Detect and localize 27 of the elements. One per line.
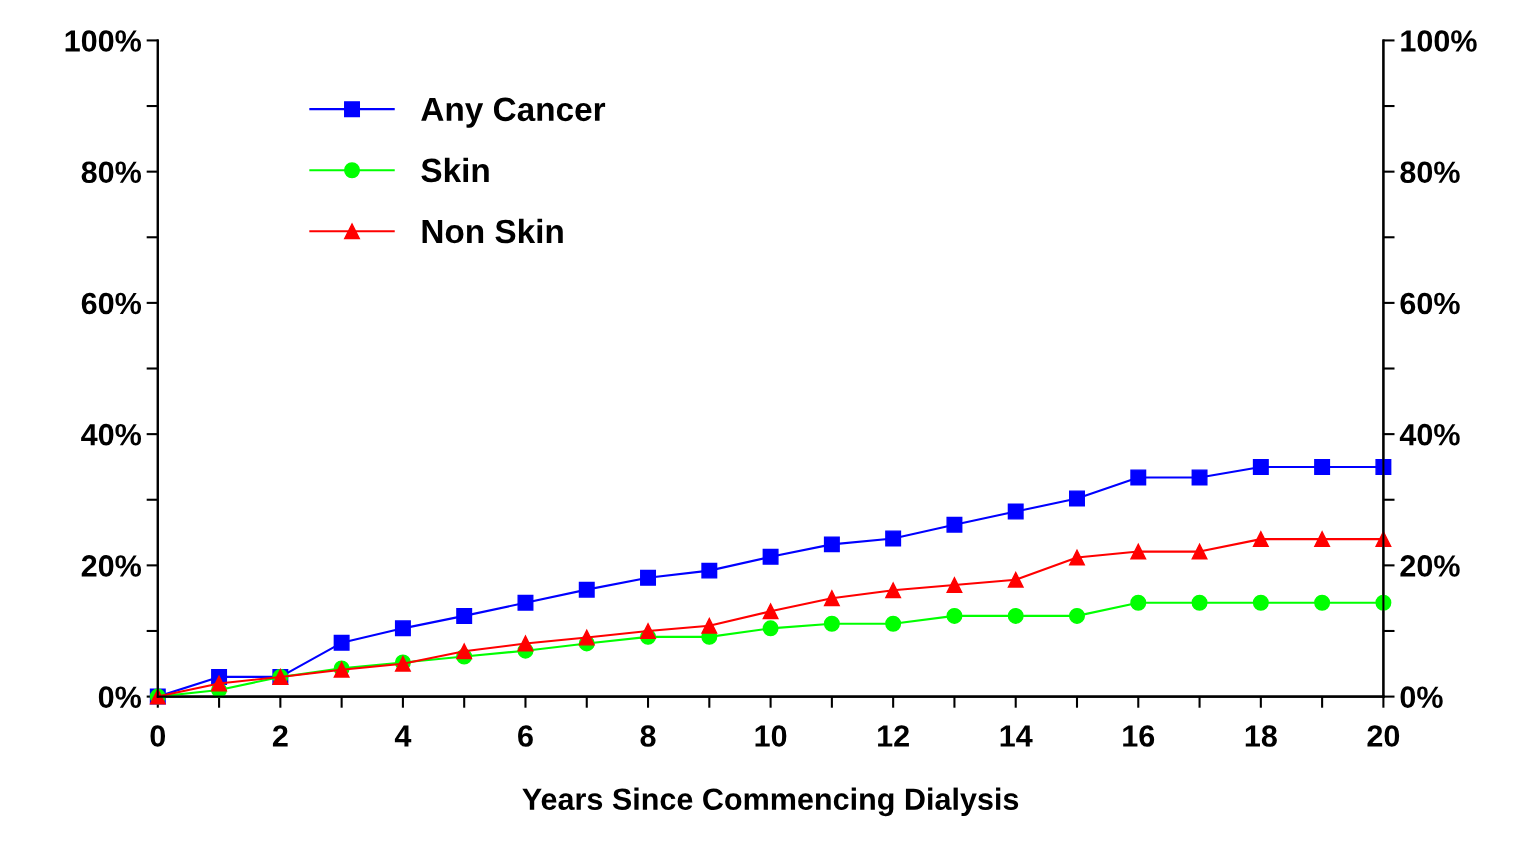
y2-tick-label: 100% bbox=[1401, 30, 1477, 52]
y-tick-label: 20% bbox=[81, 555, 142, 577]
y2-tick-label: 0% bbox=[1400, 686, 1443, 708]
legend-label: Any Cancer bbox=[421, 97, 606, 128]
x-tick-label: 4 bbox=[394, 725, 412, 747]
x-tick-label: 14 bbox=[1000, 725, 1033, 747]
x-tick-label: 6 bbox=[518, 725, 533, 747]
y2-tick-label: 20% bbox=[1400, 555, 1460, 577]
x-tick-label: 20 bbox=[1367, 725, 1400, 747]
y-tick-label: 80% bbox=[81, 161, 142, 184]
y-tick-label: 40% bbox=[81, 423, 142, 446]
x-tick-label: 16 bbox=[1123, 725, 1155, 747]
y2-tick-label: 40% bbox=[1399, 423, 1460, 446]
y2-tick-label: 80% bbox=[1400, 161, 1460, 184]
x-tick-label: 12 bbox=[878, 725, 909, 747]
x-tick-label: 18 bbox=[1245, 725, 1277, 747]
x-tick-label: 8 bbox=[640, 725, 656, 747]
x-tick-label: 0 bbox=[150, 725, 166, 747]
x-axis-title: Years Since Commencing Dialysis bbox=[522, 787, 1019, 817]
x-tick-label: 10 bbox=[755, 725, 787, 747]
x-tick-label: 2 bbox=[272, 725, 288, 747]
y2-tick-label: 60% bbox=[1400, 292, 1460, 315]
legend-label: Skin bbox=[421, 157, 489, 183]
y-tick-label: 100% bbox=[65, 30, 142, 52]
y-tick-label: 0% bbox=[98, 686, 142, 708]
y-tick-label: 60% bbox=[81, 292, 142, 315]
legend-label: Non Skin bbox=[422, 218, 563, 244]
